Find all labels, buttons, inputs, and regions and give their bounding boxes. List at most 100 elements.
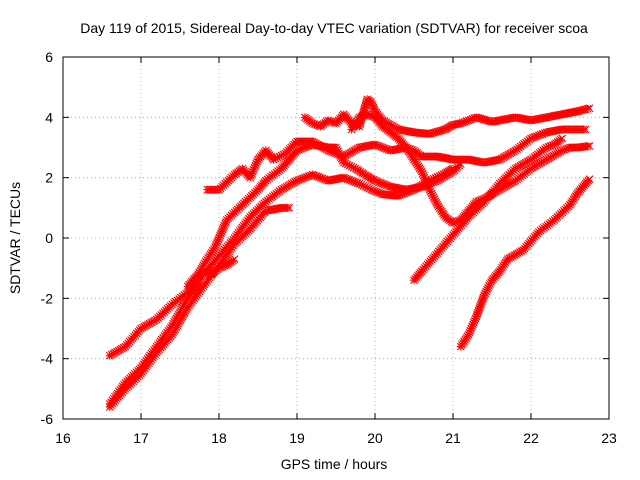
data-point-marker	[465, 328, 474, 337]
data-point-marker	[474, 306, 483, 315]
data-point-marker	[220, 221, 229, 230]
data-point-marker	[478, 297, 487, 306]
data-point-marker	[429, 174, 438, 183]
data-point-marker	[249, 165, 258, 174]
data-point-marker	[475, 302, 484, 311]
data-point-marker	[355, 179, 364, 188]
data-point-marker	[480, 115, 489, 124]
data-point-marker	[343, 160, 352, 169]
data-point-marker	[421, 175, 430, 184]
data-point-marker	[212, 239, 221, 248]
data-point-marker	[218, 225, 227, 234]
data-point-marker	[544, 142, 553, 151]
data-point-marker	[304, 172, 313, 181]
data-point-marker	[380, 144, 389, 153]
data-point-marker	[560, 145, 569, 154]
data-point-marker	[425, 129, 434, 138]
data-point-marker	[470, 316, 479, 325]
data-point-marker	[458, 118, 467, 127]
series-trace-9	[456, 175, 594, 351]
data-point-marker	[359, 111, 368, 120]
y-tick-label: 0	[45, 230, 53, 246]
data-point-marker	[564, 144, 573, 153]
data-point-marker	[221, 219, 230, 228]
data-point-marker	[277, 151, 286, 160]
data-point-marker	[253, 157, 262, 166]
data-point-marker	[426, 187, 435, 196]
x-tick-label: 17	[133, 430, 149, 446]
data-point-marker	[298, 144, 307, 153]
x-tick-label: 22	[523, 430, 539, 446]
series-trace-5	[203, 125, 590, 194]
data-point-marker	[219, 223, 228, 232]
axis-ticks: 16 17 18 19 20 21 22 23 -6 -4 -2 0 2 4 6	[41, 49, 617, 446]
data-point-marker	[347, 162, 356, 171]
chart-title: Day 119 of 2015, Sidereal Day-to-day VTE…	[80, 20, 588, 36]
data-point-marker	[372, 141, 381, 150]
data-point-marker	[427, 129, 436, 138]
data-point-marker	[372, 187, 381, 196]
data-point-marker	[369, 186, 378, 195]
data-point-marker	[359, 107, 368, 116]
data-point-marker	[332, 149, 340, 158]
y-tick-label: -4	[41, 351, 54, 367]
data-point-marker	[367, 100, 376, 109]
data-point-marker	[279, 150, 288, 159]
data-point-marker	[485, 281, 494, 290]
data-point-marker	[419, 171, 428, 180]
data-point-marker	[320, 175, 329, 184]
y-tick-label: -2	[41, 290, 54, 306]
data-point-marker	[542, 143, 551, 152]
series-trace-3	[105, 164, 457, 408]
x-axis-label: GPS time / hours	[281, 456, 388, 472]
data-point-marker	[248, 167, 257, 176]
data-point-marker	[300, 173, 309, 182]
data-point-marker	[353, 178, 362, 187]
data-point-marker	[357, 112, 366, 121]
data-point-marker	[372, 177, 381, 186]
data-point-marker	[472, 113, 481, 122]
data-point-marker	[203, 268, 212, 277]
data-point-marker	[380, 180, 389, 189]
data-series	[105, 95, 594, 411]
data-point-marker	[583, 104, 592, 113]
data-point-marker	[384, 181, 393, 190]
data-point-marker	[370, 105, 379, 114]
data-point-marker	[472, 312, 481, 321]
data-point-marker	[456, 119, 465, 128]
data-point-marker	[302, 172, 311, 181]
data-point-marker	[437, 171, 446, 180]
data-point-marker	[530, 132, 539, 141]
y-tick-label: 4	[45, 109, 53, 125]
data-point-marker	[468, 114, 477, 123]
data-point-marker	[332, 143, 340, 152]
data-point-marker	[341, 174, 350, 183]
data-point-marker	[425, 185, 434, 194]
data-point-marker	[483, 285, 492, 294]
data-point-marker	[371, 140, 379, 149]
data-point-marker	[345, 161, 354, 170]
data-point-marker	[476, 300, 485, 309]
data-point-marker	[528, 133, 537, 142]
data-point-marker	[394, 191, 403, 200]
data-point-marker	[376, 189, 385, 198]
data-point-marker	[478, 115, 487, 124]
data-point-marker	[536, 130, 545, 139]
series-trace-4	[183, 255, 239, 291]
data-point-marker	[431, 128, 440, 137]
data-point-marker	[316, 173, 325, 182]
data-point-marker	[283, 203, 292, 212]
y-tick-label: 2	[45, 170, 53, 186]
data-point-marker	[527, 134, 535, 143]
data-point-marker	[475, 304, 484, 313]
data-point-marker	[217, 227, 226, 236]
data-point-marker	[450, 218, 459, 227]
data-point-marker	[357, 180, 366, 189]
data-point-marker	[432, 198, 441, 207]
data-point-marker	[247, 169, 256, 178]
x-tick-label: 23	[601, 430, 617, 446]
data-point-marker	[294, 145, 303, 154]
data-point-marker	[464, 330, 473, 339]
data-point-marker	[374, 141, 383, 150]
